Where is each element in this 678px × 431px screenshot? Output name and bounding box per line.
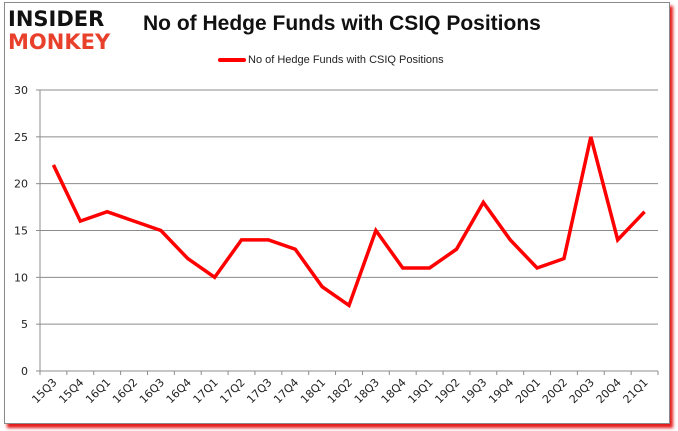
- x-tick-label: 17Q3: [244, 376, 274, 406]
- x-tick-label: 15Q3: [29, 376, 59, 406]
- x-tick-label: 18Q2: [325, 376, 355, 406]
- y-tick-labels: 0 5 10 15 20 25 30: [14, 84, 28, 378]
- x-tick-label: 18Q4: [379, 376, 409, 406]
- x-tick-label: 15Q4: [56, 376, 86, 406]
- y-tick-label: 0: [21, 365, 28, 378]
- x-tick-label: 19Q3: [459, 376, 489, 406]
- x-tick-label: 16Q2: [110, 376, 140, 406]
- gridlines: [40, 89, 658, 325]
- x-tick-label: 17Q2: [217, 376, 247, 406]
- y-tick-label: 5: [21, 318, 28, 331]
- y-tick-label: 25: [14, 131, 28, 144]
- x-tick-label: 17Q4: [271, 376, 301, 406]
- logo-line-1: INSIDER: [8, 7, 105, 31]
- x-tick-label: 16Q4: [164, 376, 194, 406]
- x-tick-label: 18Q1: [298, 376, 328, 406]
- legend-swatch: [218, 58, 246, 62]
- x-tick-label: 20Q2: [540, 376, 570, 406]
- legend: No of Hedge Funds with CSIQ Positions: [218, 54, 444, 66]
- x-tick-label: 17Q1: [191, 376, 221, 406]
- x-tick-label: 18Q3: [352, 376, 382, 406]
- series-line: [51, 136, 646, 309]
- x-tick-label: 19Q2: [432, 376, 462, 406]
- y-tick-label: 15: [14, 225, 28, 238]
- x-tick-label: 20Q4: [594, 376, 624, 406]
- x-tick-label: 20Q1: [513, 376, 543, 406]
- x-tick-labels: 15Q315Q416Q116Q216Q316Q417Q117Q217Q317Q4…: [29, 376, 650, 406]
- legend-label: No of Hedge Funds with CSIQ Positions: [248, 54, 444, 66]
- logo-line-2: MONKEY: [8, 30, 111, 54]
- x-tick-label: 20Q3: [567, 376, 597, 406]
- x-tick-label: 16Q1: [83, 376, 113, 406]
- y-tick-label: 10: [14, 271, 28, 284]
- chart-title: No of Hedge Funds with CSIQ Positions: [143, 12, 541, 35]
- x-tick-label: 19Q1: [406, 376, 436, 406]
- series-layer: [51, 136, 646, 309]
- x-tick-label: 19Q4: [486, 376, 516, 406]
- y-tick-label: 30: [14, 84, 28, 97]
- y-tick-label: 20: [14, 178, 28, 191]
- x-tick-label: 21Q1: [621, 376, 651, 406]
- insider-monkey-logo: INSIDER MONKEY: [8, 8, 130, 56]
- axes: [36, 89, 659, 375]
- x-tick-label: 16Q3: [137, 376, 167, 406]
